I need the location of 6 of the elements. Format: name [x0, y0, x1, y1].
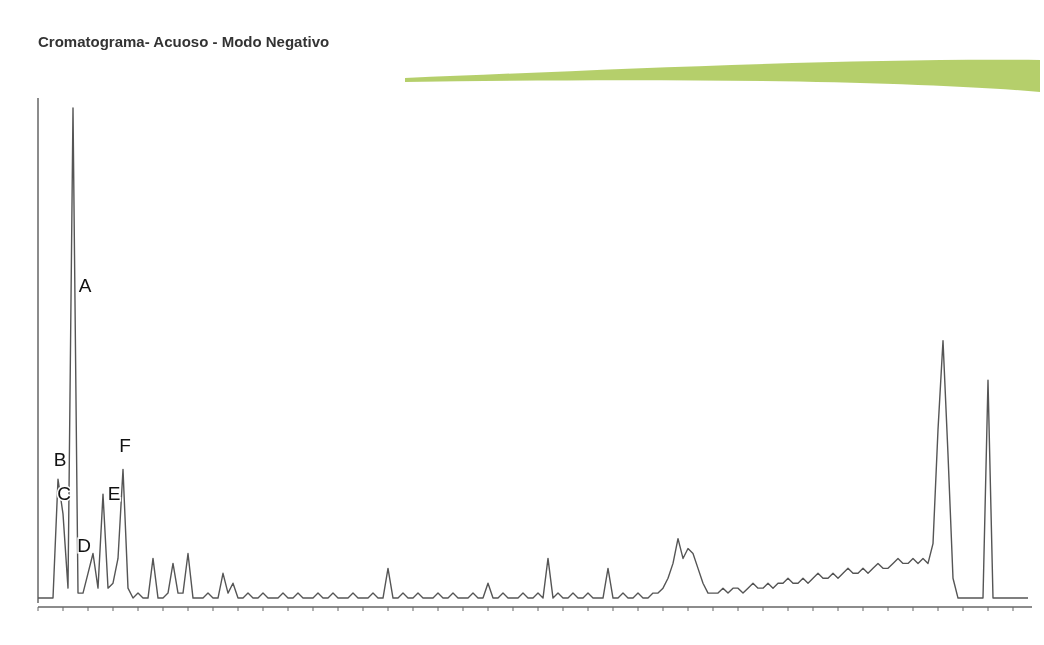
- annotation: A: [78, 275, 92, 296]
- annotation: D: [77, 535, 91, 556]
- annotation: E: [107, 483, 121, 504]
- chart-title: Cromatograma- Acuoso - Modo Negativo: [38, 33, 330, 50]
- annotation: F: [119, 435, 131, 456]
- annotation: B: [53, 449, 67, 470]
